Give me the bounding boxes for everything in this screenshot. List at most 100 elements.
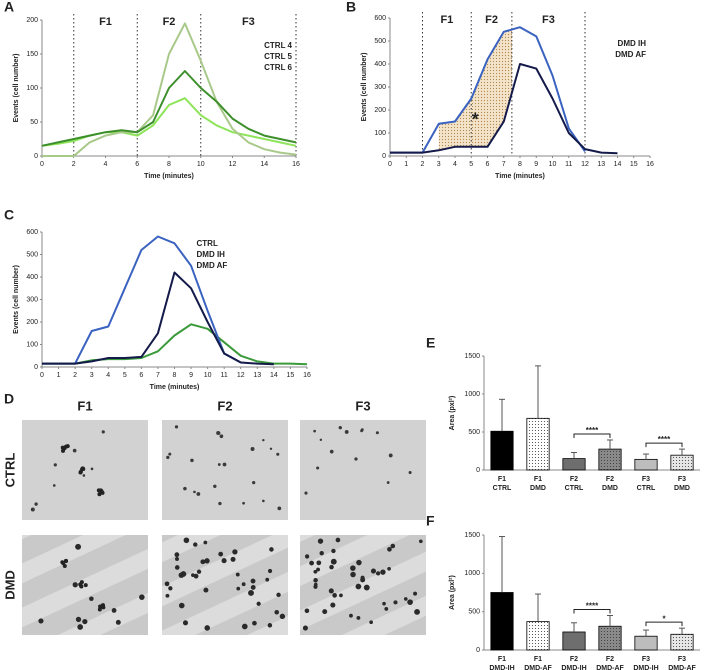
- cell-cluster: [78, 470, 83, 475]
- row-label: DMD: [2, 570, 17, 600]
- cell: [196, 569, 202, 574]
- cell: [248, 589, 254, 596]
- x-tick-label: F3: [678, 476, 686, 483]
- y-tick-label: 400: [374, 61, 386, 68]
- x-tick-label: DMD: [530, 485, 546, 492]
- x-tick-label: 4: [453, 161, 457, 168]
- x-tick-label: 12: [581, 161, 589, 168]
- x-tick-label: 6: [135, 161, 139, 168]
- cell: [408, 470, 412, 475]
- cell: [72, 582, 78, 588]
- cell: [355, 583, 362, 590]
- cell: [232, 549, 238, 555]
- cell: [101, 430, 105, 434]
- y-tick-label: 0: [476, 467, 480, 474]
- x-tick-label: 10: [197, 161, 205, 168]
- legend-entry: CTRL 6: [264, 63, 292, 72]
- significance-bracket: [573, 433, 611, 438]
- significance-label: ****: [586, 426, 599, 435]
- y-tick-label: 150: [26, 51, 38, 58]
- x-tick-label: F3: [678, 656, 686, 663]
- legend-entry: DMD AF: [615, 50, 646, 59]
- cell: [174, 552, 180, 558]
- bar: [670, 454, 694, 471]
- y-tick-label: 1000: [464, 570, 480, 577]
- cell: [203, 587, 209, 593]
- cell: [262, 438, 265, 442]
- x-tick-label: 16: [646, 161, 654, 168]
- y-tick-label: 500: [468, 429, 480, 436]
- x-tick-label: DMD: [602, 485, 618, 492]
- x-tick-label: 6: [486, 161, 490, 168]
- cell: [196, 492, 201, 496]
- x-tick-label: CTRL: [637, 485, 656, 492]
- series-line: [41, 70, 297, 147]
- x-tick-label: 13: [253, 372, 261, 379]
- x-tick-label: 14: [270, 372, 278, 379]
- cell: [75, 543, 82, 550]
- cell: [221, 558, 227, 564]
- micrograph: [162, 535, 288, 635]
- x-tick-label: 0: [40, 372, 44, 379]
- panel-letter: C: [4, 207, 14, 223]
- x-tick-label: 12: [229, 161, 237, 168]
- cell: [72, 448, 77, 453]
- legend-entry: DMD IH: [197, 250, 226, 259]
- cell: [256, 601, 261, 606]
- highlight-label: *: [472, 110, 479, 130]
- cell: [419, 539, 423, 544]
- cell: [175, 556, 179, 561]
- cell: [369, 620, 373, 625]
- x-tick-label: 6: [139, 372, 143, 379]
- x-tick-label: 13: [597, 161, 605, 168]
- cell: [166, 455, 170, 460]
- cell: [413, 591, 418, 596]
- cell: [38, 618, 44, 624]
- x-tick-label: 0: [40, 161, 44, 168]
- cell: [316, 466, 320, 470]
- x-tick-label: CTRL: [565, 485, 584, 492]
- cell: [269, 447, 273, 451]
- y-tick-label: 400: [26, 274, 38, 281]
- cell: [309, 560, 314, 566]
- x-tick-label: CTRL: [493, 485, 512, 492]
- x-tick-label: DMD-AF: [596, 665, 624, 670]
- cell: [191, 573, 195, 577]
- x-tick-label: DMD-AF: [524, 665, 552, 670]
- fraction-label: F2: [485, 14, 498, 26]
- y-tick-label: 1000: [464, 391, 480, 398]
- x-tick-label: 15: [630, 161, 638, 168]
- cell: [390, 543, 396, 549]
- x-tick-label: 16: [292, 161, 300, 168]
- x-tick-label: 3: [90, 372, 94, 379]
- cell: [204, 558, 210, 564]
- cell: [317, 538, 324, 544]
- panel-letter: F: [426, 513, 435, 529]
- cell: [274, 609, 280, 615]
- cell: [335, 537, 341, 543]
- x-tick-label: 8: [167, 161, 171, 168]
- cell: [178, 602, 185, 609]
- x-tick-label: 2: [421, 161, 425, 168]
- x-tick-label: 8: [518, 161, 522, 168]
- y-tick-label: 1500: [464, 353, 480, 360]
- cell: [115, 619, 121, 625]
- y-tick-label: 500: [468, 609, 480, 616]
- significance-bracket: [645, 442, 683, 448]
- cell: [82, 474, 86, 477]
- cell: [235, 572, 240, 577]
- cell: [267, 568, 273, 574]
- cell: [386, 481, 390, 484]
- cell: [329, 449, 334, 454]
- micrograph: [162, 420, 288, 520]
- cell-cluster: [83, 583, 88, 588]
- cell: [363, 584, 370, 591]
- y-tick-label: 0: [382, 153, 386, 160]
- cell: [354, 457, 358, 461]
- x-tick-label: 16: [303, 372, 311, 379]
- cell: [407, 599, 413, 606]
- cell: [387, 546, 392, 552]
- bar: [634, 458, 658, 471]
- x-tick-label: 15: [287, 372, 295, 379]
- x-tick-label: 11: [565, 161, 572, 168]
